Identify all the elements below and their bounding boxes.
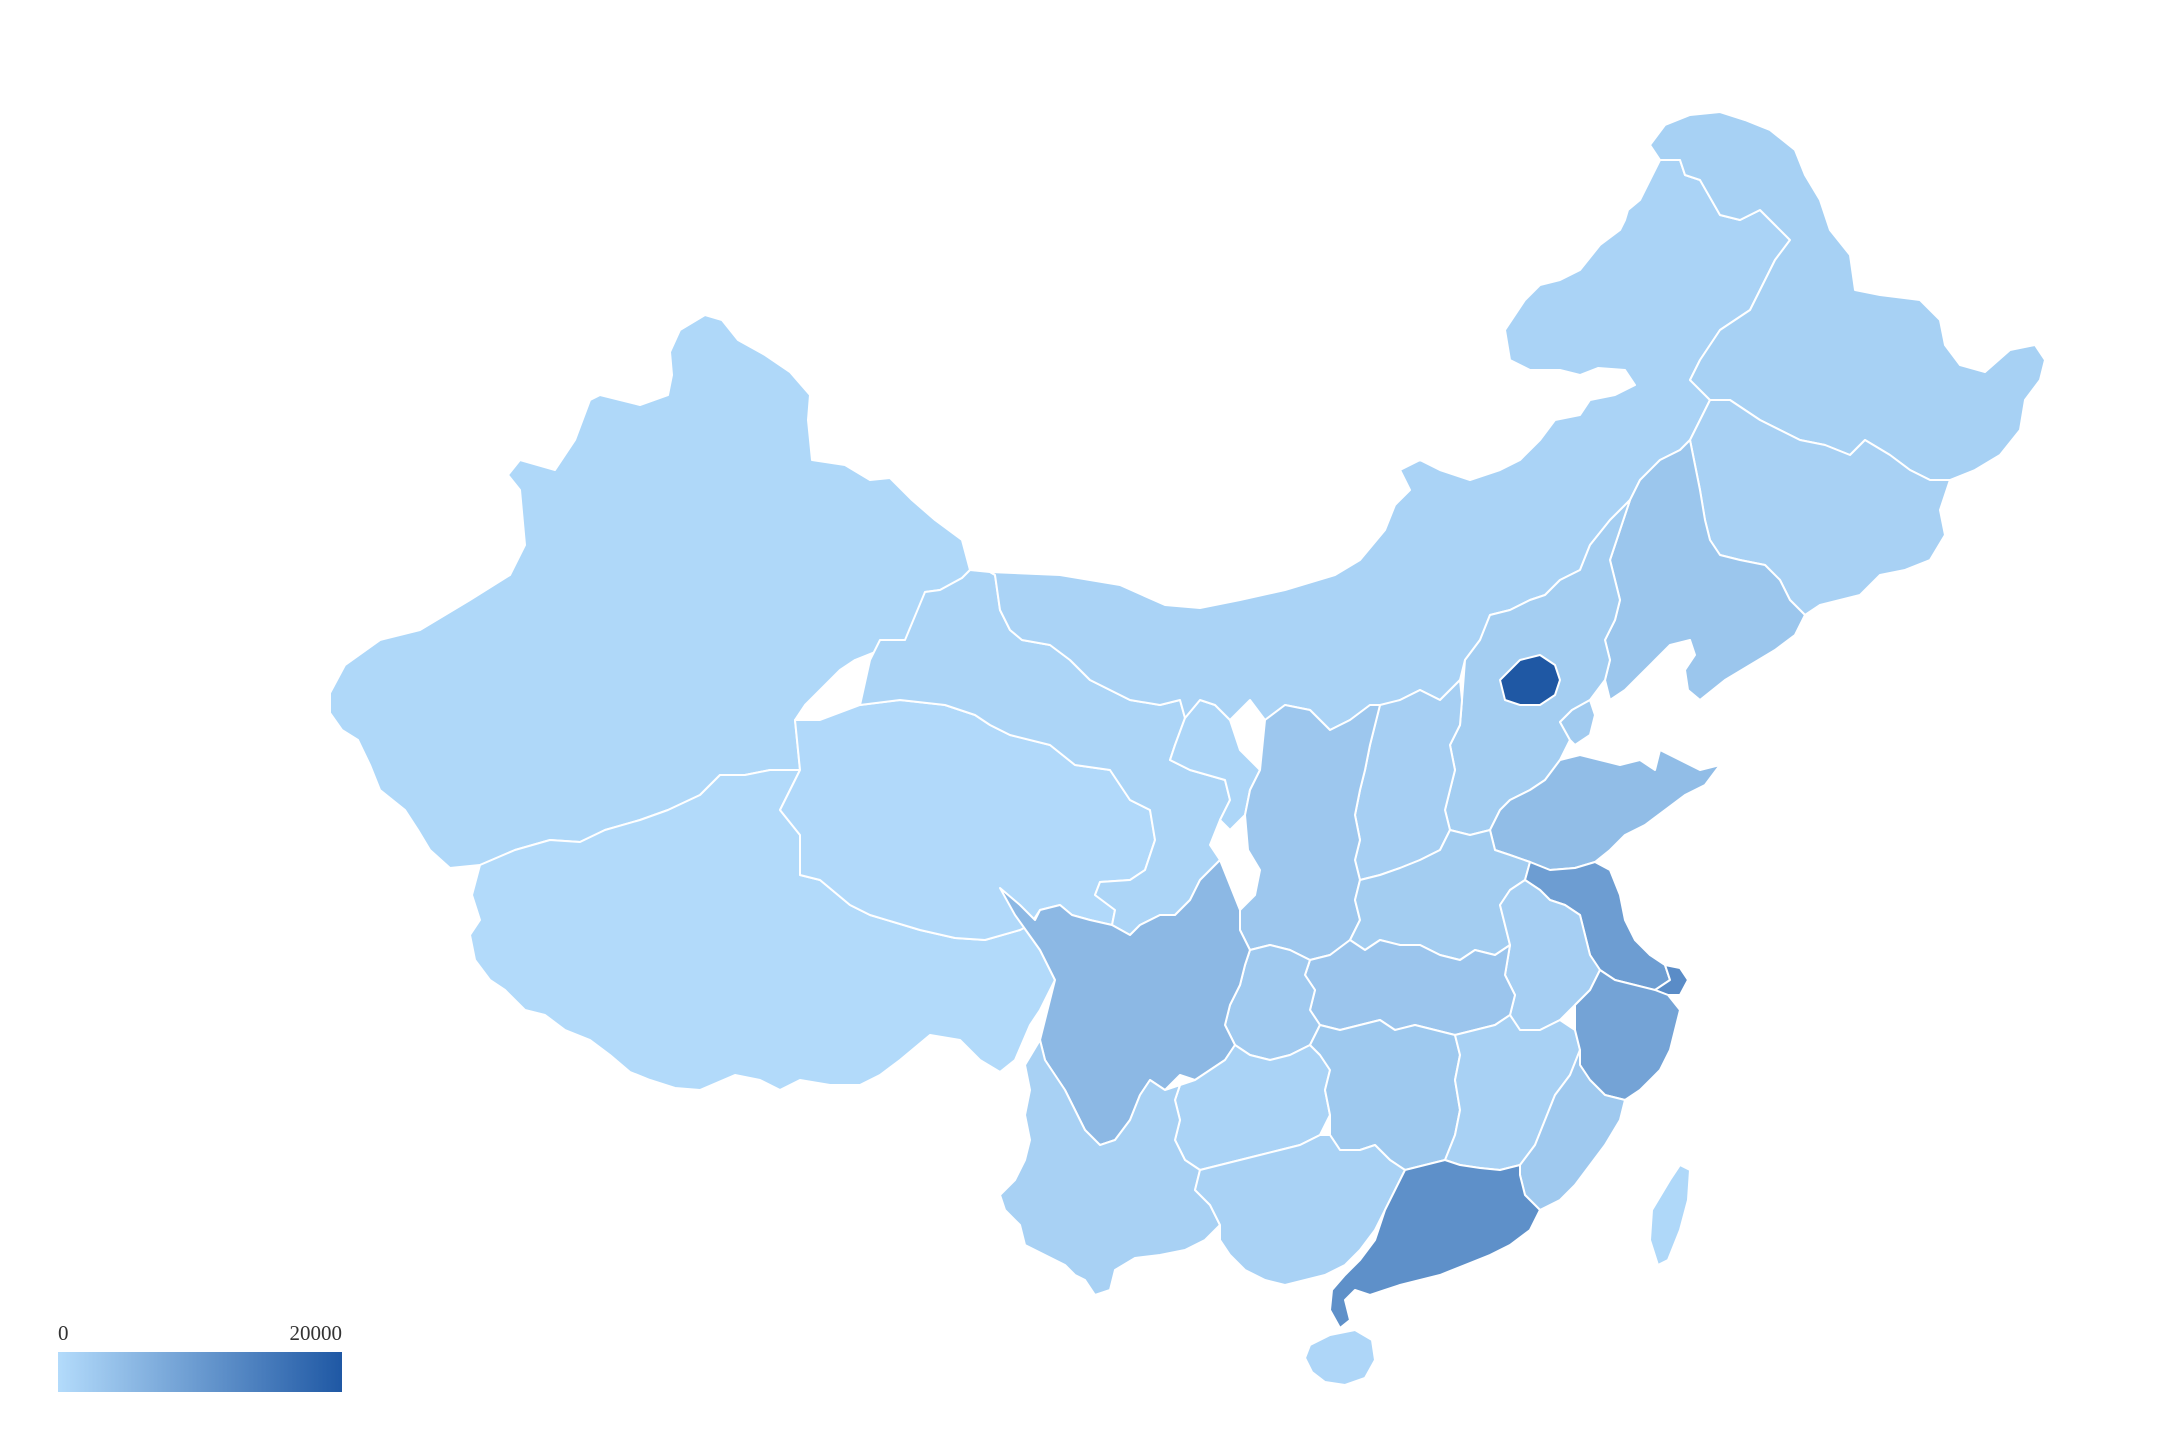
legend-color-gradient-bar[interactable]	[58, 1352, 342, 1392]
region-hubei[interactable]	[1304, 939, 1516, 1036]
region-taiwan[interactable]	[1649, 1164, 1691, 1266]
visual-map-legend: 0 20000	[58, 1322, 342, 1394]
region-shanghai[interactable]	[1654, 964, 1689, 996]
region-beijing[interactable]	[1499, 654, 1561, 706]
legend-max-label: 20000	[289, 1321, 343, 1345]
region-guangdong[interactable]	[1329, 1159, 1541, 1329]
region-hainan[interactable]	[1304, 1329, 1376, 1386]
region-tianjin[interactable]	[1559, 699, 1596, 746]
region-tibet[interactable]	[469, 769, 1056, 1091]
region-heilongjiang[interactable]	[1649, 111, 2046, 481]
legend-min-label: 0	[58, 1321, 69, 1345]
region-yunnan[interactable]	[999, 1039, 1221, 1296]
